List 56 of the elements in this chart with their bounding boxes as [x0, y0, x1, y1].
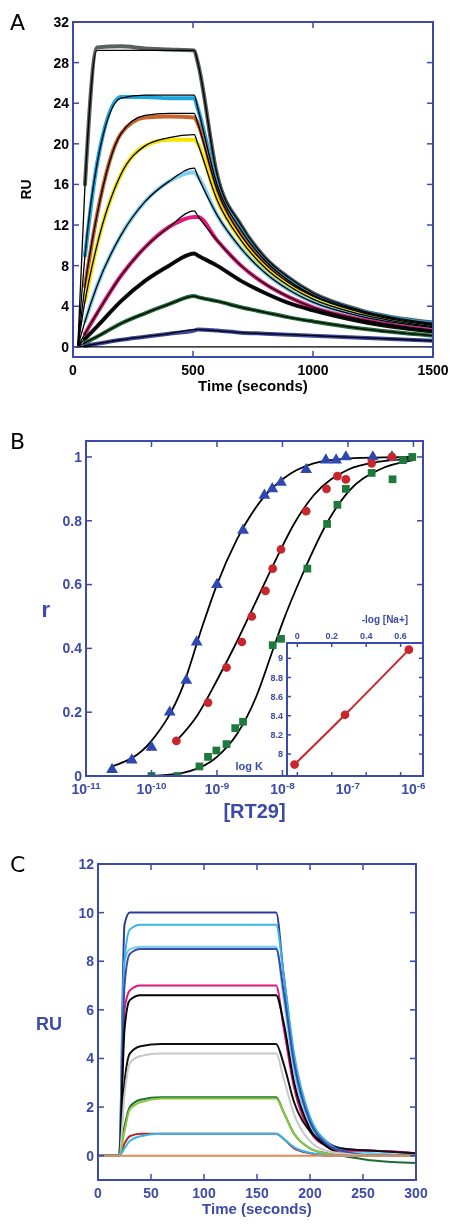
y-tick-label: 0 [86, 1147, 95, 1164]
x-tick-label: 10$^{-8}$ [270, 779, 296, 797]
y-tick-label: 12 [53, 216, 70, 233]
x-tick-label: 1500 [417, 362, 449, 378]
y-tick-label: 1 [74, 448, 83, 465]
y-tick-label: 4 [61, 298, 70, 315]
y-tick-label: 4 [86, 1050, 95, 1067]
y-tick-label: 8.2 [270, 730, 283, 741]
y-tick-label: 0 [74, 767, 83, 784]
y-tick-label: 0.2 [62, 704, 83, 721]
y-tick-label: 8 [61, 257, 70, 274]
y-tick-label: 20 [53, 135, 70, 152]
x-tick-label: 500 [181, 362, 205, 378]
y-tick-label: 8.6 [270, 691, 283, 702]
x-tick-label: 250 [351, 1185, 375, 1201]
y-tick-label: 6 [86, 1001, 95, 1018]
y-tick-label: 0.6 [62, 576, 83, 593]
chart-title: A [10, 10, 26, 35]
x-tick-label: 0 [294, 631, 300, 641]
x-tick-label: 1000 [297, 362, 329, 378]
chart-title: B [10, 429, 26, 454]
y-tick-label: 12 [78, 855, 95, 872]
y-tick-label: 10 [78, 904, 95, 921]
y-tick-label: 32 [53, 13, 70, 30]
y-tick-label: 9 [277, 653, 283, 664]
y-tick-label: 2 [86, 1098, 95, 1115]
x-tick-label: 10$^{-10}$ [136, 779, 167, 797]
x-tick-label: 10$^{-6}$ [401, 779, 427, 797]
y-tick-label: 8.8 [270, 672, 283, 683]
y-axis-title: RU [36, 1014, 62, 1034]
x-tick-label: 10$^{-9}$ [204, 779, 230, 797]
x-tick-label: 150 [245, 1185, 269, 1201]
y-tick-label: 16 [53, 176, 70, 193]
x-axis-title: Time (seconds) [198, 377, 308, 394]
x-tick-label: 50 [143, 1185, 159, 1201]
y-tick-label: 0.8 [62, 512, 83, 529]
x-tick-label: 300 [404, 1185, 428, 1201]
y-tick-label: 8 [277, 749, 283, 760]
y-axis-title: r [41, 596, 51, 622]
y-tick-label: 8.4 [270, 710, 283, 721]
y-axis-title: RU [18, 179, 34, 200]
y-tick-label: 8 [86, 953, 95, 970]
x-tick-label: 0.6 [394, 631, 407, 641]
y-tick-label: 28 [53, 54, 70, 71]
x-axis-title: Time (seconds) [202, 1200, 312, 1217]
x-tick-label: 0.4 [359, 631, 373, 641]
y-axis-title: log K [235, 760, 264, 772]
x-axis-title: -log [Na+] [361, 614, 409, 625]
x-tick-label: 200 [298, 1185, 322, 1201]
x-tick-label: 100 [192, 1185, 216, 1201]
chart-title: C [10, 852, 26, 877]
x-axis-title: [RT29] [223, 800, 286, 822]
x-tick-label: 0.2 [325, 631, 339, 641]
y-tick-label: 0 [61, 338, 70, 355]
y-tick-label: 24 [53, 95, 70, 112]
x-tick-label: 10$^{-7}$ [335, 779, 361, 797]
